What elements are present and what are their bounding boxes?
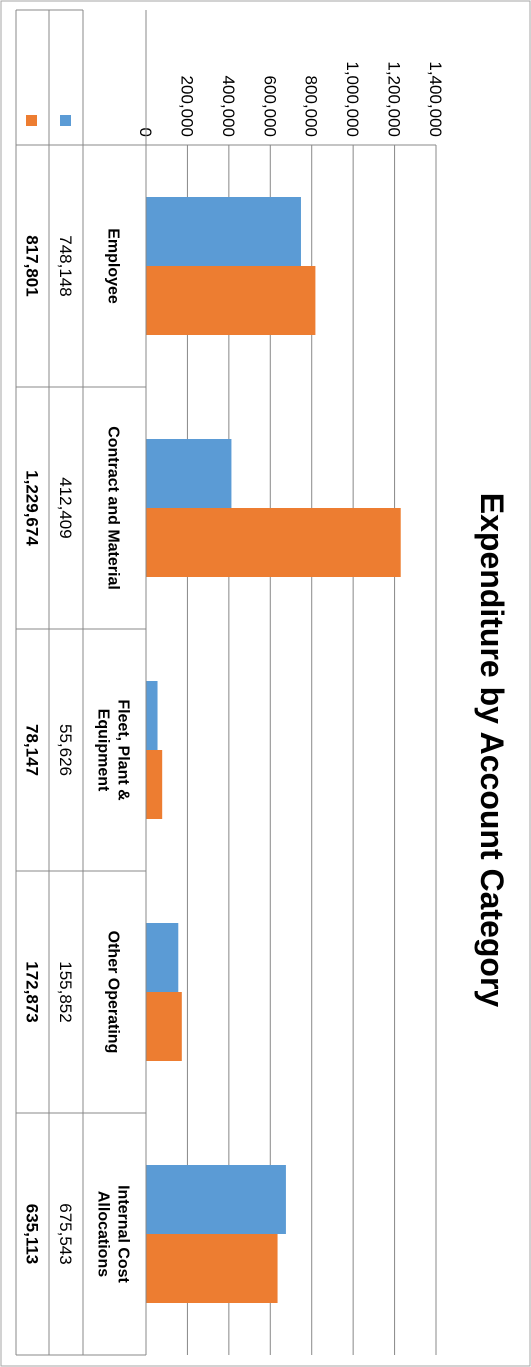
data-label: 412,409 — [56, 477, 75, 538]
data-label: 155,852 — [56, 961, 75, 1022]
chart-area: Expenditure by Account Category 0200,000… — [15, 9, 510, 1356]
bar — [146, 508, 401, 577]
y-tick-label: 1,000,000 — [343, 61, 362, 137]
bar — [146, 197, 301, 266]
data-label: 748,148 — [56, 235, 75, 296]
category-label: Internal Cost — [115, 1185, 132, 1283]
bar — [146, 923, 179, 992]
legend-key — [60, 115, 71, 126]
category-label: Fleet, Plant & — [115, 699, 132, 801]
data-label: 635,113 — [23, 1204, 42, 1265]
bars — [145, 197, 401, 1303]
data-label: 817,801 — [23, 235, 42, 296]
bar — [146, 439, 232, 508]
y-tick-label: 600,000 — [260, 76, 279, 137]
bar — [146, 1165, 286, 1234]
y-tick-label: 1,200,000 — [385, 61, 404, 137]
data-table: Employee Contract and Material Fleet, Plan… — [15, 9, 147, 1356]
category-label: Other Operating — [105, 931, 122, 1054]
category-label: Contract and Material — [105, 426, 122, 590]
data-label: 55,626 — [56, 724, 75, 776]
category-label: Allocations — [95, 1191, 112, 1277]
data-label: 172,873 — [23, 961, 42, 1022]
data-label: 78,147 — [23, 724, 42, 776]
category-label: Employee — [105, 228, 122, 304]
chart-title: Expenditure by Account Category — [474, 493, 510, 1008]
category-label: Equipment — [95, 709, 112, 792]
legend-key — [26, 115, 37, 126]
y-tick-label: 400,000 — [219, 76, 238, 137]
y-tick-label: 200,000 — [177, 76, 196, 137]
bar — [146, 1234, 278, 1303]
bar — [146, 266, 316, 335]
data-label: 675,543 — [56, 1203, 75, 1264]
y-tick-label: 1,400,000 — [426, 61, 445, 137]
bar — [146, 992, 182, 1061]
gridlines — [145, 144, 437, 1355]
y-tick-label: 800,000 — [302, 76, 321, 137]
data-label: 1,229,674 — [23, 470, 42, 546]
bar — [145, 681, 158, 750]
bar — [145, 750, 163, 819]
